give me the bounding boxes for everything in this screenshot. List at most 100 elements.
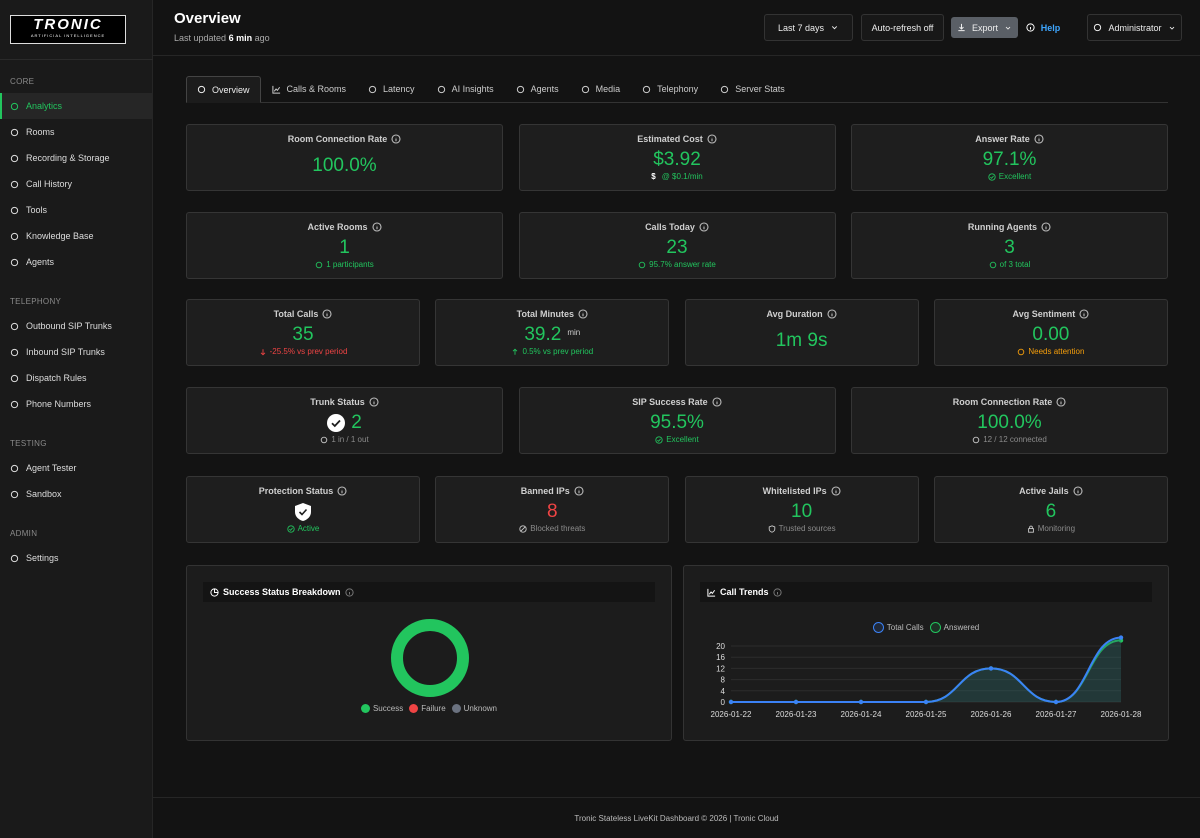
card-value: $3.92 <box>653 149 701 170</box>
icon <box>1005 26 1011 30</box>
card-title: Room Connection Rate <box>952 397 1053 407</box>
nav-label: Agents <box>26 257 55 267</box>
help-label: Help <box>1040 22 1061 33</box>
tab[interactable]: Server Stats <box>709 76 796 102</box>
nav-item[interactable]: Outbound SIP Trunks <box>0 313 153 339</box>
nav-item[interactable]: Settings <box>0 545 153 571</box>
card-sub: Active <box>297 524 320 533</box>
updated-label: Last updated <box>174 33 227 43</box>
icon <box>321 436 328 443</box>
icon <box>578 309 588 319</box>
shield-shape <box>294 503 311 521</box>
nav-item[interactable]: Recording & Storage <box>0 145 153 171</box>
card-body: 23 95.7% answer rate <box>638 233 716 278</box>
nav-label: Sandbox <box>26 489 62 499</box>
icon <box>831 486 841 496</box>
stat-card: Protection Status Active <box>186 476 420 543</box>
page-title: Overview <box>174 10 241 27</box>
tab[interactable]: Agents <box>505 76 570 102</box>
export-button[interactable]: Export <box>951 17 1018 38</box>
card-value-row: 23 <box>666 237 687 259</box>
card-sub-row: Monitoring <box>1027 523 1075 534</box>
stat-card: Avg Duration 1m 9s <box>684 299 919 366</box>
data-point <box>1053 699 1059 705</box>
card-value: 6 <box>1045 501 1057 522</box>
card-value: 100.0% <box>977 412 1042 433</box>
card-value: 3 <box>1004 237 1015 258</box>
header <box>153 0 1200 56</box>
nav-item[interactable]: Call History <box>0 171 153 197</box>
nav-item[interactable]: Sandbox <box>0 481 153 507</box>
card-title-row: Active Rooms <box>307 221 382 233</box>
card-title: Calls Today <box>645 222 695 232</box>
legend-item[interactable]: Total Calls <box>872 622 924 633</box>
stat-card: Whitelisted IPs 10 Trusted sources <box>684 476 919 543</box>
auto-refresh[interactable]: Auto-refresh off <box>861 14 944 41</box>
icon <box>1079 309 1089 319</box>
stat-card: Total Calls 35 -25.5% vs prev period <box>186 299 420 366</box>
card-sub: 12 / 12 connected <box>983 435 1047 444</box>
card-value: 10 <box>791 501 813 522</box>
user-menu[interactable]: Administrator <box>1087 14 1182 41</box>
icon <box>10 180 19 188</box>
card-title: Active Rooms <box>307 222 368 232</box>
nav-item[interactable]: Rooms <box>0 119 153 145</box>
stat-card: SIP Success Rate 95.5% Excellent <box>518 387 836 454</box>
logo[interactable]: TRONIC ARTIFICIAL INTELLIGENCE <box>10 15 126 44</box>
legend-item[interactable]: Answered <box>929 622 979 633</box>
card-sub-row: 1 participants <box>315 259 374 270</box>
card-sub: Excellent <box>666 435 699 444</box>
card-value: 97.1% <box>982 149 1037 170</box>
legend-item[interactable]: Unknown <box>451 704 497 713</box>
tab[interactable]: AI Insights <box>426 76 505 102</box>
card-body: 39.2 min 0.5% vs prev period <box>511 320 593 365</box>
card-title: Whitelisted IPs <box>762 486 827 496</box>
nav-item[interactable]: Tools <box>0 197 153 223</box>
legend-item[interactable]: Failure <box>409 704 446 713</box>
card-sub: Monitoring <box>1037 524 1076 533</box>
card-body: 1m 9s <box>776 320 828 365</box>
card-sub: 1 in / 1 out <box>331 435 369 444</box>
card-value-row: 0.00 <box>1032 324 1069 346</box>
card-sub-row: 95.7% answer rate <box>638 259 716 270</box>
icon <box>371 222 382 232</box>
sidebar: TRONIC ARTIFICIAL INTELLIGENCE CORE Analy… <box>0 0 153 838</box>
card-value: 35 <box>292 324 314 345</box>
card-title: Running Agents <box>967 222 1038 232</box>
card-sub-row: 12 / 12 connected <box>972 434 1047 445</box>
nav-item[interactable]: Analytics <box>0 93 153 119</box>
tab[interactable]: Calls & Rooms <box>261 76 358 102</box>
card-title-row: Avg Duration <box>767 308 837 320</box>
nav-item[interactable]: Agent Tester <box>0 455 153 481</box>
card-title: SIP Success Rate <box>632 397 708 407</box>
range-select[interactable]: Last 7 days <box>764 14 853 41</box>
card-sub: Needs attention <box>1028 347 1085 356</box>
nav-item[interactable]: Inbound SIP Trunks <box>0 339 153 365</box>
card-title-row: Total Minutes <box>517 308 588 320</box>
nav-item[interactable]: Agents <box>0 249 153 275</box>
nav-item[interactable]: Dispatch Rules <box>0 365 153 391</box>
nav: CORE Analytics Rooms Recording & Storage Cal… <box>0 71 153 571</box>
legend-item[interactable]: Success <box>360 704 403 713</box>
card-value: 1 <box>339 237 350 258</box>
help-link[interactable]: Help <box>1024 14 1062 41</box>
tab[interactable]: Overview <box>186 76 261 103</box>
nav-label: Call History <box>26 179 73 189</box>
card-title: Trunk Status <box>310 397 365 407</box>
icon <box>368 85 377 93</box>
card-body: 1 1 participants <box>315 233 374 278</box>
stat-card: Banned IPs 8 Blocked threats <box>435 476 670 543</box>
card-sub-row: $ @ $0.1/min <box>651 171 702 182</box>
tab[interactable]: Media <box>570 76 632 102</box>
tab-label: Agents <box>530 84 559 94</box>
icon <box>642 85 651 93</box>
nav-item[interactable]: Phone Numbers <box>0 391 153 417</box>
icon <box>1073 486 1083 496</box>
nav-item[interactable]: Knowledge Base <box>0 223 153 249</box>
tab[interactable]: Latency <box>357 76 426 102</box>
tab[interactable]: Telephony <box>631 76 709 102</box>
stat-card: Room Connection Rate 100.0% 12 / 12 connec… <box>851 387 1168 454</box>
series-line <box>731 636 1122 704</box>
legend-label: Failure <box>421 704 446 713</box>
